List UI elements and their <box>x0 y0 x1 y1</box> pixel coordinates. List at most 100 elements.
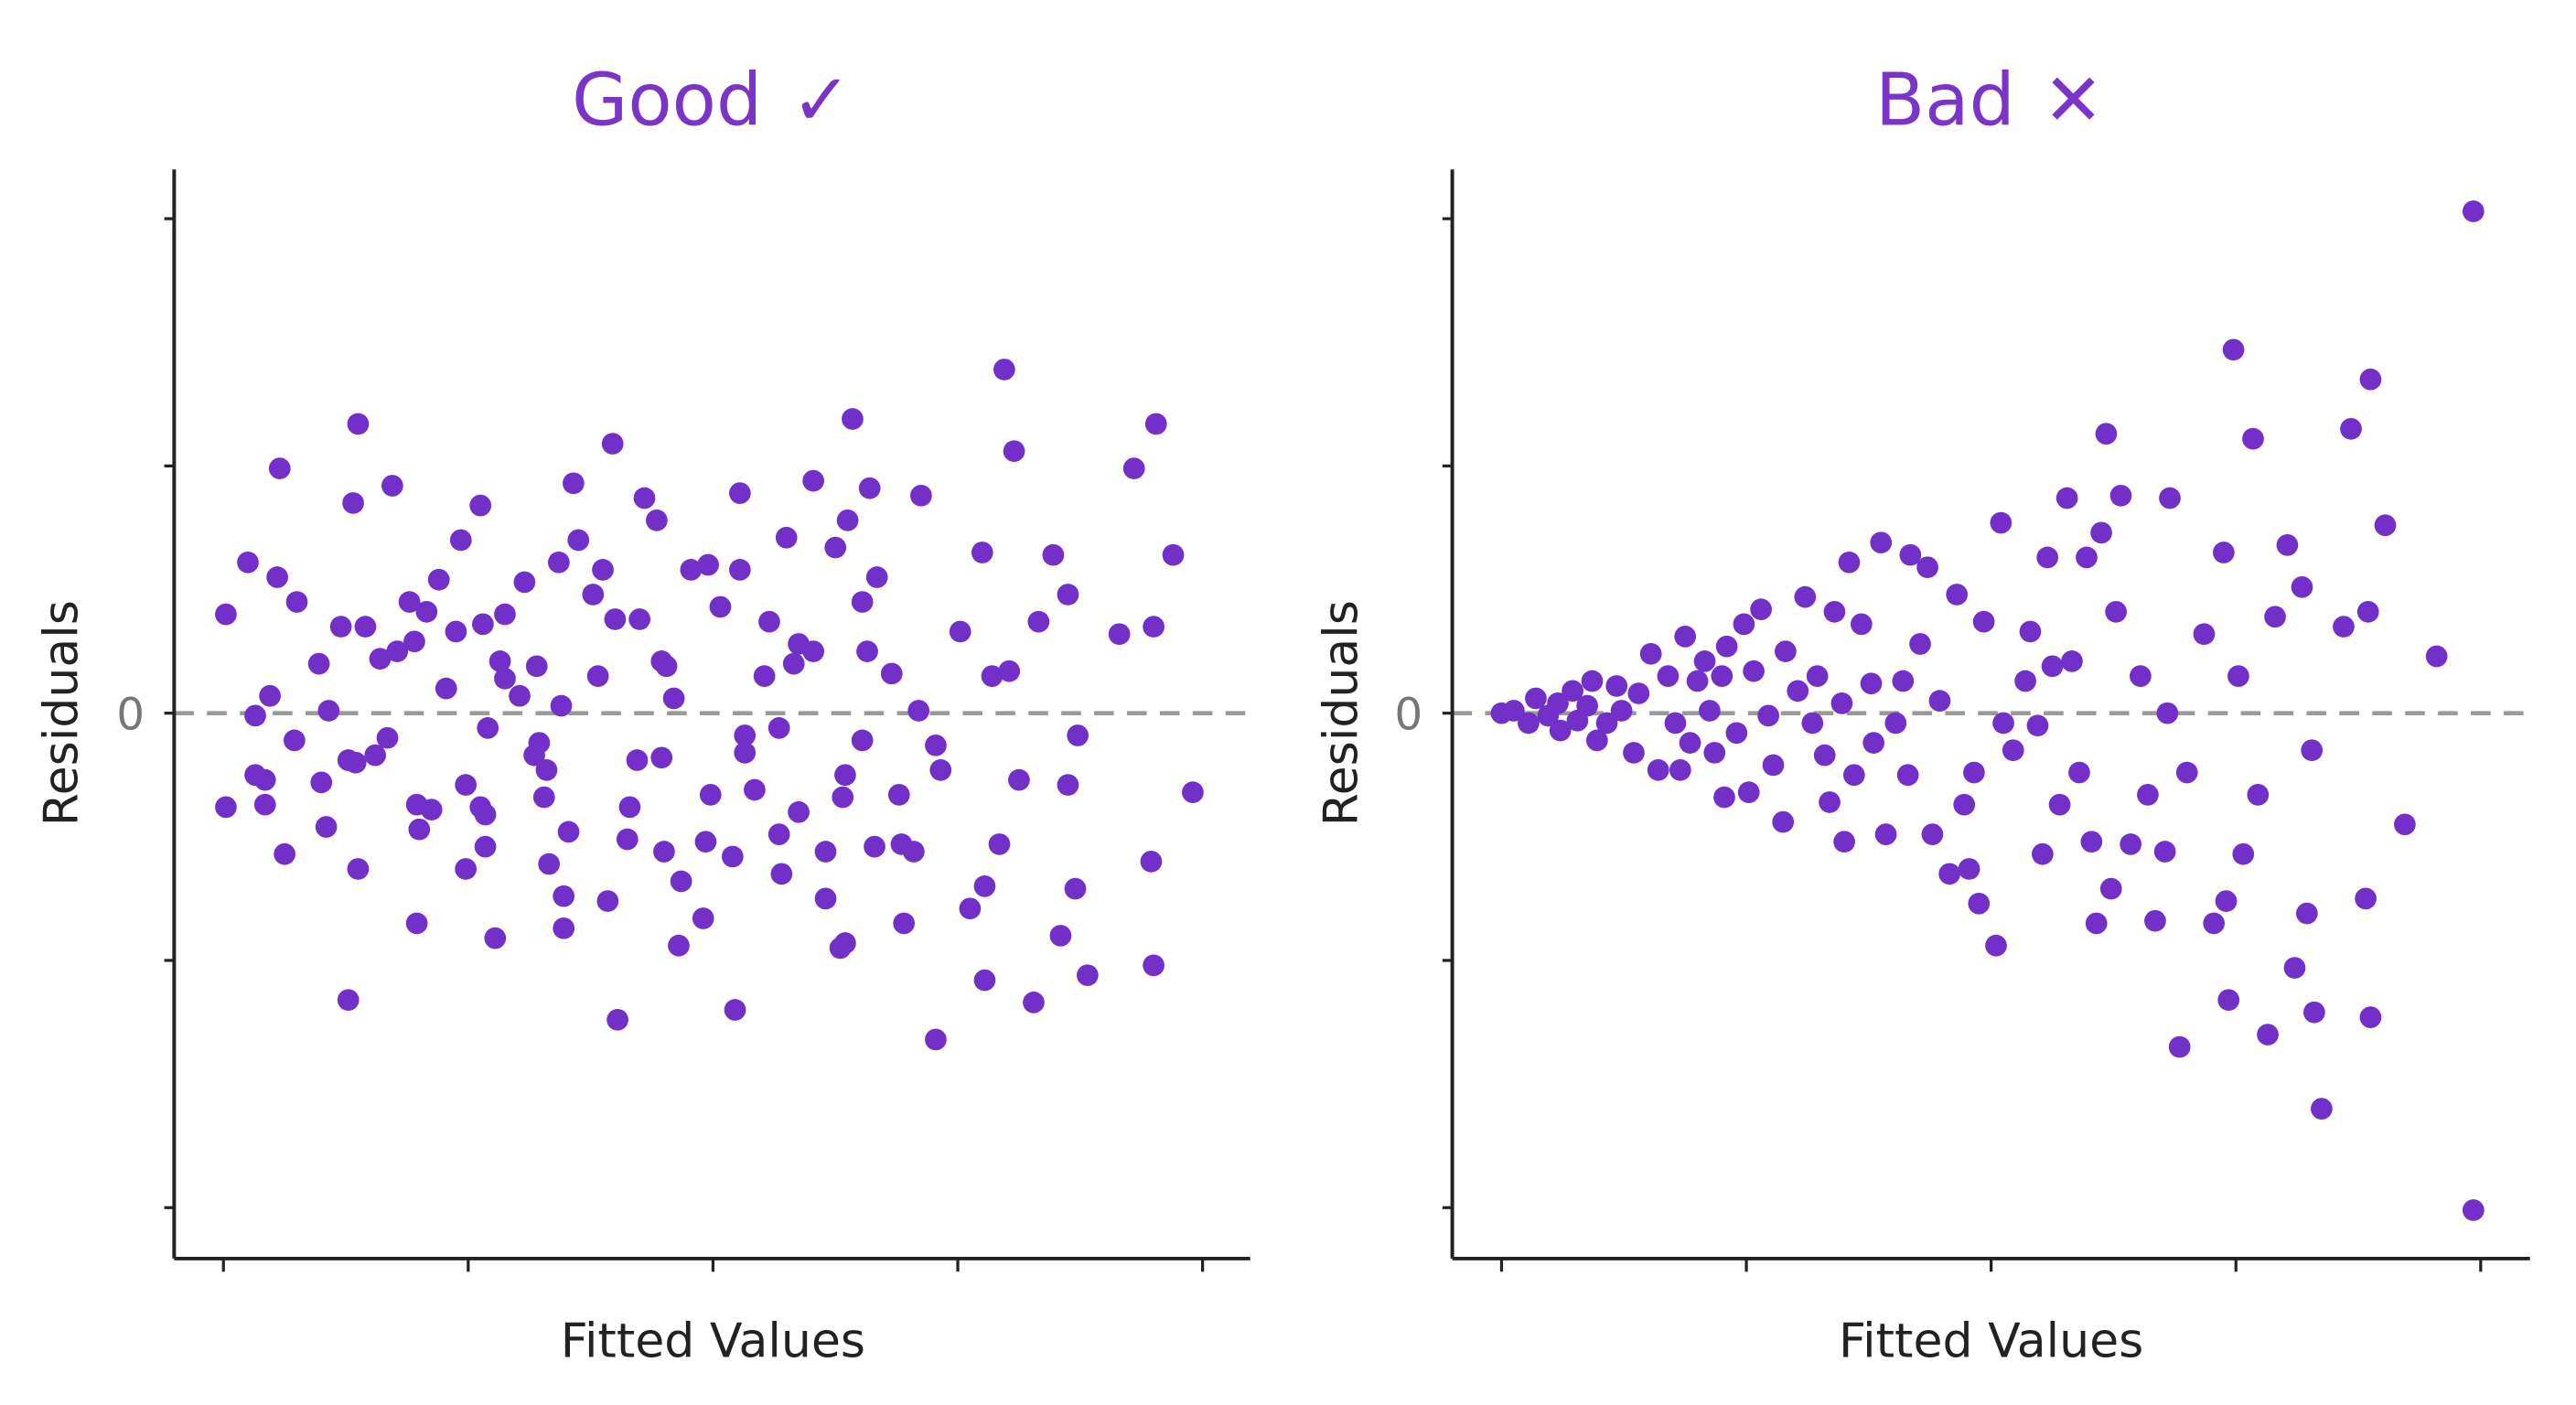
data-point <box>1953 793 1976 816</box>
data-point <box>734 724 757 746</box>
data-point <box>1896 764 1919 787</box>
data-point <box>488 650 511 672</box>
data-point <box>405 912 428 935</box>
data-point <box>981 665 1004 687</box>
y-axis-label: Residuals <box>34 600 89 826</box>
data-point <box>2055 487 2078 509</box>
data-point <box>646 509 668 531</box>
data-point <box>851 729 874 752</box>
data-point <box>864 835 886 858</box>
data-point <box>354 616 377 638</box>
data-point <box>2085 912 2108 935</box>
data-point <box>1750 598 1772 621</box>
data-point <box>628 608 651 630</box>
data-point <box>369 648 392 670</box>
data-point <box>455 774 478 796</box>
data-point <box>1549 719 1572 742</box>
data-point <box>744 778 766 801</box>
x-axis-label: Fitted Values <box>561 1314 865 1369</box>
data-point <box>2295 902 2318 925</box>
data-point <box>408 818 431 841</box>
data-point <box>550 694 573 717</box>
data-point <box>1576 694 1598 717</box>
data-point <box>1743 660 1765 682</box>
data-point <box>509 684 531 707</box>
data-point <box>2090 521 2112 544</box>
data-point <box>1122 457 1145 479</box>
data-point <box>887 784 910 806</box>
data-point <box>2301 739 2324 762</box>
data-point <box>1909 633 1931 655</box>
data-point <box>253 793 276 816</box>
data-point <box>2283 957 2306 979</box>
data-point <box>1819 791 1841 813</box>
data-point <box>2026 714 2049 737</box>
data-point <box>2153 841 2176 863</box>
data-point <box>734 742 757 764</box>
data-point <box>1713 786 1735 809</box>
data-point <box>2232 842 2255 865</box>
data-point <box>1647 758 1669 781</box>
data-point <box>724 999 746 1021</box>
data-point <box>910 484 932 507</box>
data-point <box>523 744 545 767</box>
data-point <box>2303 1001 2325 1024</box>
data-point <box>1627 682 1650 704</box>
data-point <box>525 655 548 678</box>
data-point <box>1623 742 1645 764</box>
data-point <box>477 717 499 739</box>
data-point <box>1679 732 1701 754</box>
data-point <box>1772 810 1795 833</box>
data-point <box>1725 722 1748 745</box>
data-point <box>836 509 859 531</box>
data-point <box>2036 546 2059 569</box>
data-point <box>592 559 614 581</box>
data-point <box>1794 585 1817 608</box>
data-point <box>824 536 847 559</box>
data-point <box>1003 440 1025 463</box>
data-point <box>420 799 443 820</box>
data-point <box>842 408 864 430</box>
data-point <box>553 917 575 939</box>
data-point <box>2130 665 2152 687</box>
data-point <box>709 595 732 618</box>
data-point <box>699 784 722 806</box>
data-point <box>1143 954 1165 977</box>
data-point <box>274 842 295 865</box>
data-point <box>1968 892 1991 915</box>
data-point <box>2215 890 2238 912</box>
data-point <box>567 529 590 552</box>
data-point <box>1801 712 1824 735</box>
data-point <box>244 704 266 727</box>
data-point <box>2374 514 2397 537</box>
data-point <box>2105 601 2127 623</box>
data-point <box>2247 784 2270 806</box>
data-point <box>237 551 259 574</box>
data-point <box>2203 912 2226 935</box>
data-point <box>2014 670 2036 692</box>
data-point <box>268 457 291 479</box>
data-point <box>1067 724 1089 746</box>
panel-title: Good <box>572 59 762 143</box>
data-point <box>788 800 810 823</box>
data-point <box>832 786 854 809</box>
data-point <box>2222 338 2245 361</box>
data-point <box>2019 620 2042 643</box>
y-tick-label-zero: 0 <box>1394 690 1422 741</box>
data-point <box>1057 584 1079 606</box>
data-point <box>1585 729 1608 752</box>
data-point <box>1008 768 1030 791</box>
data-point <box>1972 610 1995 633</box>
panel-bad: Bad ✕ Fitted Values Residuals 0 <box>1314 59 2530 1369</box>
data-point <box>535 758 558 781</box>
data-point <box>1916 556 1938 579</box>
data-point <box>1958 858 1980 880</box>
data-point <box>1140 850 1163 873</box>
data-point <box>1064 877 1087 900</box>
data-point <box>925 734 947 756</box>
data-point <box>1992 712 2014 735</box>
data-point <box>782 652 805 675</box>
data-point <box>532 786 555 809</box>
y-axis-label: Residuals <box>1314 600 1368 826</box>
data-point <box>1144 413 1167 435</box>
